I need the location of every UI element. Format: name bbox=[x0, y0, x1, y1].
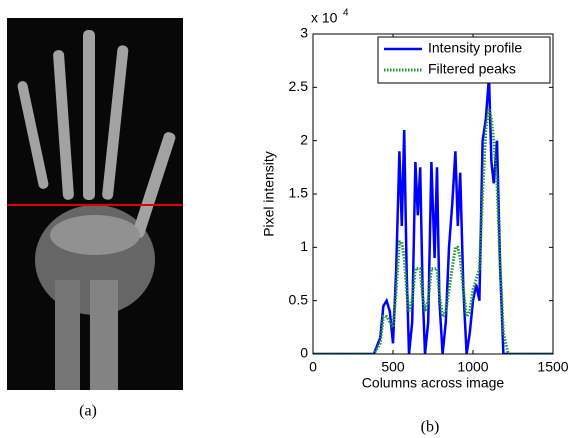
x-tick-label: 1500 bbox=[537, 359, 568, 375]
legend-label: Intensity profile bbox=[428, 40, 522, 56]
page: (a) (b) Columns across image Pixel inten… bbox=[0, 0, 580, 438]
y-tick-label: 0 bbox=[300, 345, 308, 361]
y-tick-label: 3 bbox=[300, 25, 308, 41]
y-tick-label: 1.5 bbox=[289, 185, 309, 201]
x-tick-label: 500 bbox=[381, 359, 405, 375]
xray-image bbox=[7, 18, 183, 390]
figure: (a) (b) Columns across image Pixel inten… bbox=[0, 0, 580, 438]
y-tick-label: 2.5 bbox=[289, 78, 309, 94]
y-tick-label: 0.5 bbox=[289, 291, 309, 307]
caption: (b) bbox=[421, 419, 440, 436]
y-axis-label: Pixel intensity bbox=[261, 151, 277, 237]
y-multiplier-exponent: 4 bbox=[343, 8, 349, 19]
x-tick-label: 0 bbox=[309, 359, 317, 375]
x-tick-label: 1000 bbox=[457, 359, 488, 375]
x-axis-label: Columns across image bbox=[362, 375, 505, 391]
y-multiplier: x 10 bbox=[311, 10, 338, 26]
legend-label: Filtered peaks bbox=[428, 61, 516, 77]
caption: (a) bbox=[79, 403, 97, 420]
y-tick-label: 1 bbox=[300, 238, 308, 254]
y-tick-label: 2 bbox=[300, 131, 308, 147]
